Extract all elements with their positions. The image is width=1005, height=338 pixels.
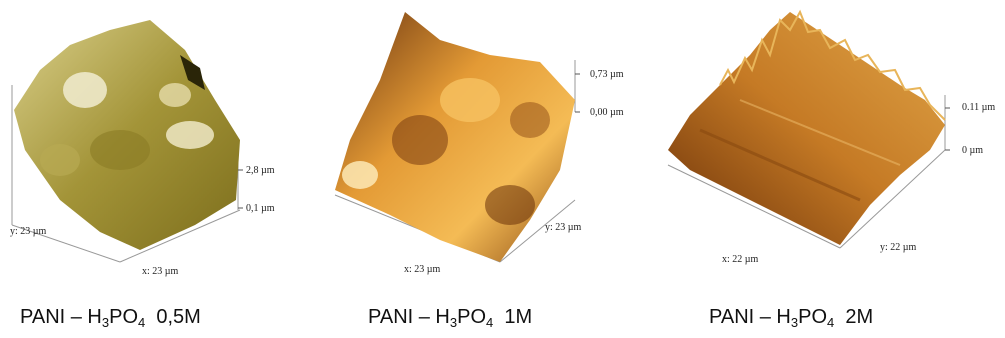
caption-subscript: 4 — [486, 315, 494, 330]
afm-surface-3: 0.11 µm 0 µm y: 22 µm x: 22 µm — [667, 9, 995, 265]
z-bottom-label: 0 µm — [962, 145, 983, 156]
caption-text: PANI – H — [20, 306, 102, 328]
y-axis-label: y: 23 µm — [545, 222, 582, 233]
caption-text: PO — [798, 306, 828, 328]
caption-text: 0,5M — [145, 306, 201, 328]
y-axis-label: y: 23 µm — [10, 226, 47, 237]
afm-surface-1: 2,8 µm 0,1 µm y: 23 µm x: 23 µm — [10, 20, 275, 277]
caption-subscript: 4 — [138, 315, 146, 330]
caption: PANI – H3PO4 1M — [368, 306, 532, 330]
y-axis-label: y: 22 µm — [880, 242, 917, 253]
caption-text: PANI – H — [368, 306, 450, 328]
caption-subscript: 3 — [449, 315, 458, 330]
caption-subscript: 3 — [790, 315, 799, 330]
afm-surface-2: 0,73 µm 0,00 µm y: 23 µm x: 23 µm — [334, 12, 624, 275]
x-axis-label: x: 23 µm — [142, 266, 179, 277]
z-top-label: 0.11 µm — [962, 102, 995, 113]
caption-text: PO — [457, 306, 487, 328]
afm-images: 2,8 µm 0,1 µm y: 23 µm x: 23 µm 0,73 µm … — [10, 9, 995, 277]
caption-subscript: 4 — [827, 315, 835, 330]
x-axis-label: x: 23 µm — [404, 264, 441, 275]
x-axis-label: x: 22 µm — [722, 254, 759, 265]
caption-subscript: 3 — [101, 315, 110, 330]
z-bottom-label: 0,00 µm — [590, 107, 624, 118]
z-bottom-label: 0,1 µm — [246, 203, 275, 214]
caption-text: PANI – H — [709, 306, 791, 328]
caption: PANI – H3PO4 2M — [709, 306, 873, 330]
caption: PANI – H3PO4 0,5M — [20, 306, 201, 330]
caption-text: 2M — [834, 306, 874, 328]
caption-text: PO — [109, 306, 139, 328]
z-top-label: 0,73 µm — [590, 69, 624, 80]
caption-text: 1M — [493, 306, 533, 328]
z-top-label: 2,8 µm — [246, 165, 275, 176]
